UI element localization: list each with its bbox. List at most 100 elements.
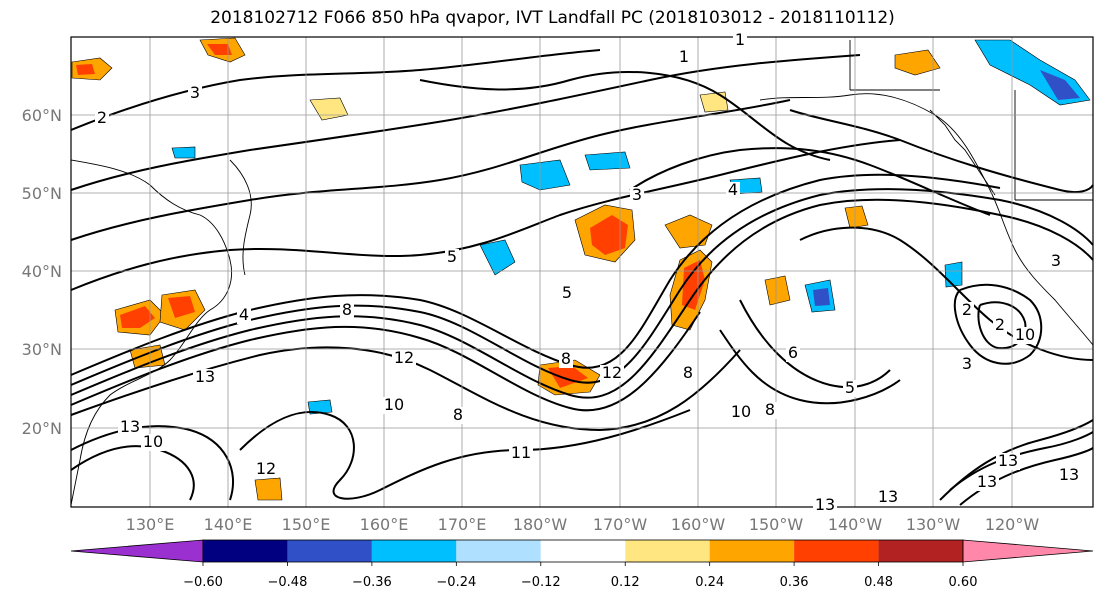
contour-label-bg (996, 453, 1020, 470)
fill-blob (584, 151, 631, 171)
coastline (229, 159, 252, 276)
fill-blob (682, 260, 705, 310)
contour-line (70, 139, 901, 291)
contour-label-bg (600, 365, 624, 382)
contour-label: 1 (679, 47, 689, 66)
contour-label: 4 (728, 180, 738, 199)
contour-label-bg (118, 419, 142, 436)
contour-label: 2 (995, 315, 1005, 334)
contour-label: 13 (878, 487, 898, 506)
fill-blob (479, 239, 516, 276)
lat-tick-label: 30°N (22, 340, 62, 359)
contour-line (789, 109, 1094, 194)
fill-blob (590, 215, 628, 255)
lon-tick-label: 160°E (360, 515, 409, 534)
contour-label: 5 (447, 247, 457, 266)
colorbar-swatch (203, 540, 288, 562)
contour-label-bg (1057, 467, 1081, 484)
contour-label-bg (451, 407, 465, 424)
colorbar-tick-label: 0.36 (780, 575, 809, 590)
contour-line (70, 198, 1094, 399)
contour-label-bg (1049, 253, 1063, 270)
contour-label-bg (677, 49, 691, 66)
map-frame (70, 36, 1094, 508)
contour-label: 10 (143, 432, 163, 451)
contour-line (629, 147, 991, 216)
contour-label: 12 (256, 459, 276, 478)
contour-label: 11 (511, 443, 531, 462)
fill-blob (307, 399, 333, 415)
contour-label-bg (975, 474, 999, 491)
fill-blob (844, 205, 869, 229)
contour-label-bg (392, 350, 416, 367)
fill-blob (894, 49, 941, 76)
contour-label-bg (193, 369, 217, 386)
contour-label-bg (188, 85, 202, 102)
contour-label-bg (509, 445, 533, 462)
contour-label-bg (729, 404, 753, 421)
fill-blob (813, 288, 830, 306)
contour-label-bg (445, 249, 459, 266)
contour-label: 3 (1051, 251, 1061, 270)
contour-label-bg (560, 285, 574, 302)
colorbar-extend-low (70, 539, 204, 563)
contour-label: 8 (561, 349, 571, 368)
contour-line (949, 431, 1094, 491)
contour-label: 6 (788, 343, 798, 362)
contour-label-bg (382, 397, 406, 414)
colorbar-swatch (625, 540, 710, 562)
contour-label: 13 (977, 472, 997, 491)
contour-label-bg (733, 32, 747, 49)
fill-blob (764, 275, 791, 306)
contour-label: 3 (632, 185, 642, 204)
coastlines (70, 40, 1094, 506)
contour-label-bg (993, 317, 1007, 334)
colorbar-swatch (371, 540, 457, 562)
colorbar-swatch (456, 540, 541, 562)
lat-tick-label: 20°N (22, 419, 62, 438)
contour-line (739, 299, 891, 389)
contour-line (70, 49, 601, 131)
contour-label-bg (630, 187, 644, 204)
contour-label-bg (559, 351, 573, 368)
contour-line (953, 283, 1043, 365)
colorbar-swatch (287, 540, 372, 562)
contour-label: 13 (120, 417, 140, 436)
lat-lon-grid (71, 37, 1093, 507)
contour-label: 12 (602, 363, 622, 382)
fill-blob (168, 296, 195, 318)
contour-label-bg (726, 182, 740, 199)
colorbar-tick-label: −0.60 (183, 575, 223, 590)
lon-tick-label: 170°W (593, 515, 648, 534)
lon-tick-label: 120°W (985, 515, 1040, 534)
fill-blob (120, 306, 155, 328)
contour-label: 5 (845, 378, 855, 397)
fill-blob (76, 64, 95, 75)
lat-tick-label: 60°N (22, 106, 62, 125)
colorbar-tick-label: 0.24 (695, 575, 724, 590)
lon-tick-label: 180°W (513, 515, 568, 534)
contour-label: 2 (97, 108, 107, 127)
contour-label: 8 (765, 400, 775, 419)
contour-label-bg (1013, 327, 1037, 344)
lon-tick-label: 170°E (438, 515, 487, 534)
contour-label-bg (763, 402, 777, 419)
fill-blob (519, 159, 571, 191)
contour-line (70, 311, 701, 412)
contour-label: 1 (735, 30, 745, 49)
colorbar-swatch (709, 540, 795, 562)
contour-label: 8 (683, 363, 693, 382)
map-title: 2018102712 F066 850 hPa qvapor, IVT Land… (210, 8, 895, 28)
contour-label-bg (843, 380, 857, 397)
contour-label-bg (960, 356, 974, 373)
fill-blob (207, 44, 232, 55)
contour-line (719, 329, 901, 405)
colorbar-tick-label: −0.12 (521, 575, 561, 590)
contour-line (70, 99, 791, 241)
coastline (849, 40, 1093, 201)
colorbar-labels: −0.60 −0.48 −0.36 −0.24 −0.12 0.12 0.24 0.36 0.4… (183, 562, 977, 590)
contour-label-bg (254, 461, 278, 478)
fill-blob (944, 261, 963, 288)
latitude-labels: 60°N 50°N 40°N 30°N 20°N (22, 106, 62, 438)
